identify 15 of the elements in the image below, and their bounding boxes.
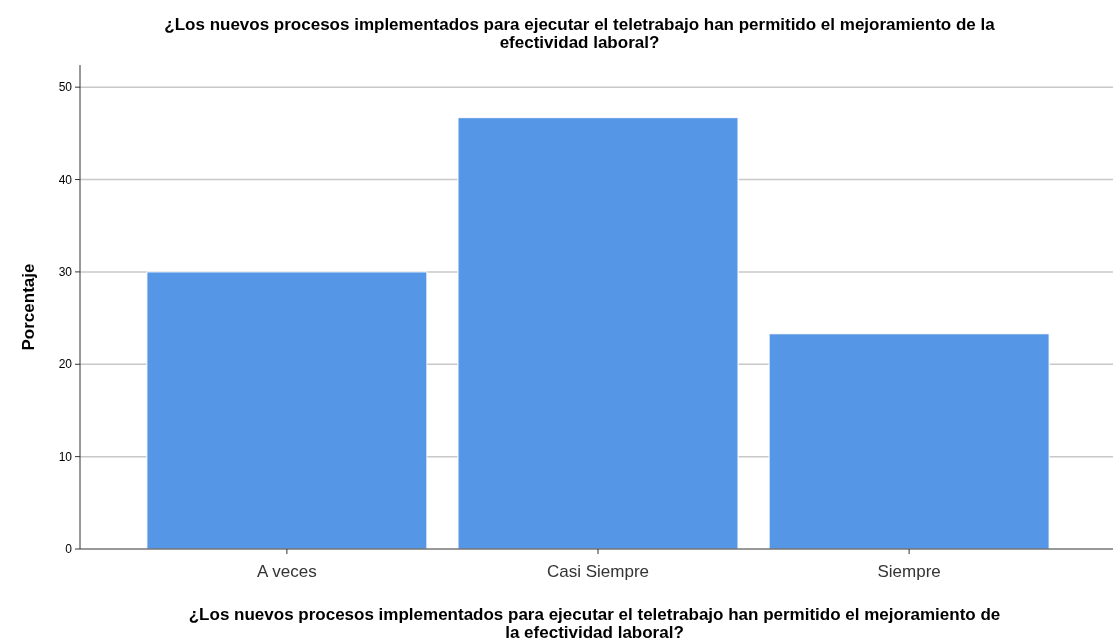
bar: [146, 271, 428, 550]
x-tick-label: A veces: [257, 562, 317, 581]
x-axis-title: ¿Los nuevos procesos implementados para ejecutar el teletrabajo han permitido el mejoramiento de la efectividad laboral?: [188, 605, 1001, 639]
bar: [457, 117, 739, 550]
x-tick-label: Casi Siempre: [546, 562, 650, 581]
y-tick-label: 50: [58, 80, 73, 95]
y-tick-label: 40: [58, 172, 73, 187]
x-tick-label: Siempre: [877, 562, 941, 581]
y-tick-label: 10: [58, 449, 73, 464]
y-tick-label: 30: [58, 265, 73, 280]
y-tick-label: 0: [65, 542, 73, 557]
bar: [768, 333, 1050, 550]
chart-title: ¿Los nuevos procesos implementados para ejecutar el teletrabajo han permitido el mejoramiento de la efectividad laboral?: [164, 15, 996, 52]
y-axis-title: Porcentaje: [19, 263, 38, 351]
y-tick-label: 20: [58, 357, 73, 372]
